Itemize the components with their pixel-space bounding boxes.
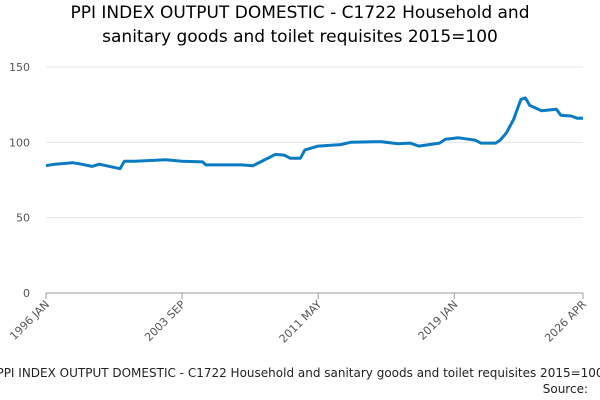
- data-line: [45, 96, 583, 171]
- x-tick-label: 2011 MAY: [277, 298, 325, 346]
- x-tick-label: 2003 SEP: [142, 298, 188, 344]
- x-tick-label: 1996 JAN: [7, 298, 52, 343]
- x-tick-label: 2019 JAN: [416, 298, 461, 343]
- y-tick-label: 0: [23, 287, 30, 300]
- chart-title: PPI INDEX OUTPUT DOMESTIC - C1722 Househ…: [71, 3, 530, 23]
- footer-title: PPI INDEX OUTPUT DOMESTIC - C1722 Househ…: [0, 366, 600, 380]
- x-tick-label: 2026 APR: [542, 298, 589, 345]
- source-label: Source:: [543, 382, 588, 396]
- chart-title: sanitary goods and toilet requisites 201…: [102, 27, 498, 47]
- y-tick-label: 100: [9, 136, 30, 149]
- y-tick-label: 50: [16, 212, 30, 225]
- y-tick-label: 150: [9, 61, 30, 74]
